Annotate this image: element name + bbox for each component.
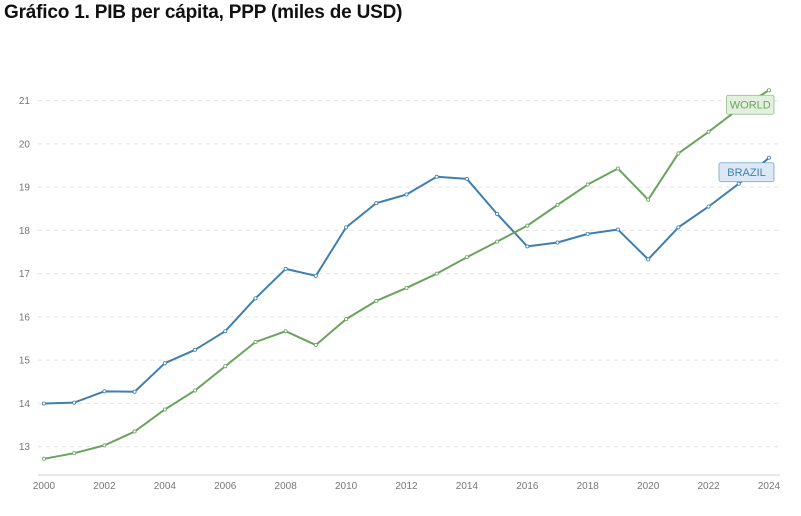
y-tick-label: 14	[19, 399, 31, 410]
y-tick-label: 20	[19, 139, 31, 150]
data-point-world	[223, 364, 228, 369]
x-tick-label: 2014	[456, 481, 479, 492]
data-point-brazil	[464, 176, 469, 181]
data-point-world	[102, 443, 107, 448]
series-label-brazil: BRAZIL	[718, 162, 775, 183]
x-tick-label: 2004	[154, 481, 177, 492]
data-point-brazil	[102, 389, 107, 394]
x-tick-label: 2000	[33, 481, 56, 492]
x-tick-label: 2022	[697, 481, 720, 492]
data-point-brazil	[344, 225, 349, 230]
data-point-world	[283, 329, 288, 334]
data-point-world	[193, 388, 198, 393]
x-tick-label: 2006	[214, 481, 237, 492]
data-point-world	[525, 223, 530, 228]
data-point-brazil	[313, 273, 318, 278]
data-point-brazil	[374, 201, 379, 206]
data-point-brazil	[404, 192, 409, 197]
x-tick-label: 2010	[335, 481, 358, 492]
data-point-world	[615, 166, 620, 171]
y-tick-label: 21	[19, 96, 31, 107]
data-point-world	[706, 129, 711, 134]
y-tick-label: 19	[19, 183, 31, 194]
series-lines	[42, 88, 772, 461]
data-point-brazil	[253, 296, 258, 301]
data-point-world	[464, 255, 469, 260]
x-tick-label: 2002	[93, 481, 116, 492]
data-point-world	[404, 285, 409, 290]
x-tick-label: 2020	[637, 481, 660, 492]
data-point-brazil	[736, 181, 741, 186]
data-point-brazil	[72, 400, 77, 405]
data-point-brazil	[434, 174, 439, 179]
data-point-brazil	[42, 401, 47, 406]
data-point-world	[585, 182, 590, 187]
data-point-brazil	[495, 211, 500, 216]
data-point-world	[72, 451, 77, 456]
data-point-world	[132, 429, 137, 434]
data-point-world	[313, 343, 318, 348]
x-tick-label: 2016	[516, 481, 539, 492]
data-point-brazil	[223, 329, 228, 334]
data-point-brazil	[193, 347, 198, 352]
data-point-brazil	[555, 240, 560, 245]
x-tick-label: 2012	[395, 481, 418, 492]
y-axis-ticks: 13 14 15 16 17 18 19 20 21	[19, 96, 31, 453]
data-point-world	[555, 202, 560, 207]
data-point-world	[344, 317, 349, 322]
data-point-brazil	[767, 155, 772, 160]
chart-title: Gráfico 1. PIB per cápita, PPP (miles de…	[4, 2, 403, 23]
x-tick-label: 2018	[577, 481, 600, 492]
data-point-world	[42, 456, 47, 461]
data-point-world	[495, 239, 500, 244]
series-name: BRAZIL	[727, 167, 766, 179]
data-point-world	[374, 298, 379, 303]
data-point-brazil	[283, 266, 288, 271]
y-tick-label: 16	[19, 312, 31, 323]
data-point-world	[646, 197, 651, 202]
y-tick-label: 17	[19, 269, 31, 280]
series-name: WORLD	[730, 100, 771, 112]
data-point-world	[767, 88, 772, 93]
data-point-world	[253, 340, 258, 345]
data-point-world	[676, 151, 681, 156]
data-point-world	[162, 407, 167, 412]
data-point-brazil	[706, 204, 711, 209]
data-point-brazil	[646, 257, 651, 262]
gridlines	[38, 100, 780, 448]
x-tick-label: 2024	[758, 481, 781, 492]
data-point-brazil	[615, 227, 620, 232]
data-point-brazil	[585, 231, 590, 236]
data-point-world	[434, 271, 439, 276]
y-tick-label: 13	[19, 442, 31, 453]
x-axis: 2000 2002 2004 2006 2008 2010 2012 2014 2016 2018…	[33, 474, 781, 492]
data-point-brazil	[162, 361, 167, 366]
y-tick-label: 15	[19, 356, 31, 367]
y-tick-label: 18	[19, 226, 31, 237]
series-labels: BRAZIL WORLD	[718, 94, 775, 183]
data-point-brazil	[525, 244, 530, 249]
x-tick-label: 2008	[275, 481, 298, 492]
data-point-brazil	[132, 389, 137, 394]
series-label-world: WORLD	[726, 94, 775, 115]
data-point-brazil	[676, 225, 681, 230]
